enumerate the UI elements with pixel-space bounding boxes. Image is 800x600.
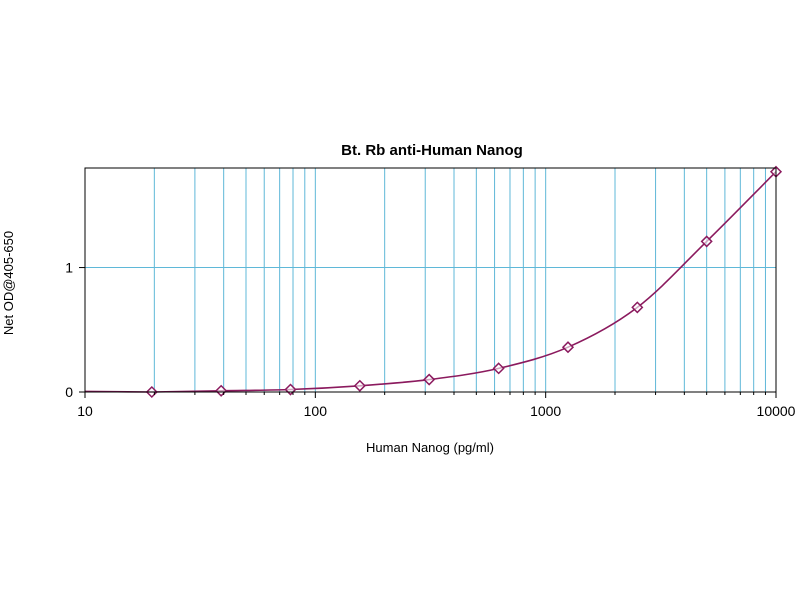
x-ticks: 10 100 1000 10000 — [77, 392, 796, 419]
x-tick-label: 10 — [77, 403, 93, 419]
y-axis-label: Net OD@405-650 — [1, 231, 16, 335]
data-point-marker — [631, 301, 644, 314]
data-point-marker — [700, 235, 713, 248]
x-axis-label: Human Nanog (pg/ml) — [366, 440, 494, 455]
chart-title: Bt. Rb anti-Human Nanog — [341, 142, 523, 159]
x-tick-label: 1000 — [530, 403, 561, 419]
plot-frame — [84, 167, 777, 393]
x-tick-label: 100 — [304, 403, 328, 419]
data-point-marker — [423, 373, 436, 386]
y-ticks: 01 — [65, 260, 85, 400]
grid — [85, 168, 776, 392]
y-tick-label: 0 — [65, 384, 73, 400]
data-point-marker — [561, 341, 575, 354]
markers — [145, 165, 783, 399]
data-point-marker — [353, 379, 366, 392]
data-point-marker — [284, 383, 297, 396]
series-line — [84, 171, 777, 393]
y-tick-label: 1 — [65, 260, 73, 276]
x-tick-label: 10000 — [757, 403, 796, 419]
curve-layer — [84, 171, 777, 393]
data-point-marker — [215, 384, 228, 397]
data-point-marker — [492, 362, 505, 375]
